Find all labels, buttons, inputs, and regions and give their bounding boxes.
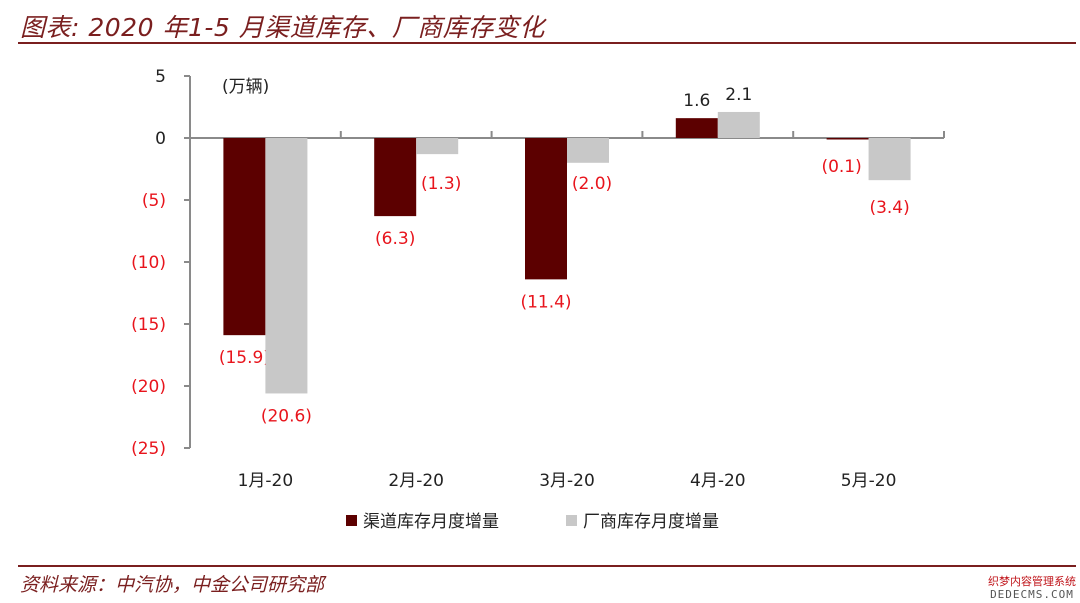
bar-channel [675, 118, 718, 138]
category-label: 5月-20 [841, 471, 897, 491]
bar-channel [374, 138, 417, 217]
unit-label: (万辆) [222, 77, 269, 97]
bar-maker [265, 138, 308, 394]
bar-maker [868, 138, 911, 181]
data-label: 1.6 [683, 91, 710, 111]
legend-swatch [566, 515, 577, 526]
legend-label: 渠道库存月度增量 [363, 512, 499, 532]
legend-label: 厂商库存月度增量 [583, 512, 719, 532]
data-label: (15.9) [219, 348, 270, 368]
source-note: 资料来源：中汽协，中金公司研究部 [20, 574, 325, 596]
category-label: 4月-20 [690, 471, 746, 491]
y-tick-label: (20) [131, 377, 166, 397]
category-label: 3月-20 [539, 471, 595, 491]
y-tick-label: (5) [142, 191, 166, 211]
data-label: (11.4) [520, 292, 571, 312]
legend-swatch [346, 515, 357, 526]
category-label: 1月-20 [238, 471, 294, 491]
y-tick-label: (10) [131, 253, 166, 273]
bar-channel [525, 138, 567, 280]
data-label: 2.1 [725, 85, 752, 105]
data-label: (2.0) [572, 174, 612, 194]
data-label: (6.3) [375, 229, 415, 249]
data-label: (1.3) [421, 174, 461, 194]
bar-maker [567, 138, 609, 163]
y-tick-label: (25) [131, 439, 166, 459]
bar-channel [826, 138, 869, 140]
bar-channel [223, 138, 266, 336]
chart-title: 图表: 2020 年1-5 月渠道库存、厂商库存变化 [20, 13, 545, 42]
y-tick-label: 0 [155, 129, 166, 149]
y-tick-label: (15) [131, 315, 166, 335]
title-rule [18, 42, 1076, 44]
data-label: (3.4) [869, 198, 909, 218]
data-label: (20.6) [261, 406, 312, 426]
bar-maker [416, 138, 459, 155]
y-tick-label: 5 [155, 67, 166, 87]
watermark: 织梦内容管理系统 DEDECMS.COM [988, 575, 1076, 601]
bar-chart: 5 0 (5) (10) (15) (20) (25) (万辆) (15.9) (20.6) 1月-… [131, 67, 945, 532]
data-label: (0.1) [821, 157, 861, 177]
category-label: 2月-20 [388, 471, 444, 491]
bar-maker [717, 111, 760, 138]
footer-rule [18, 565, 1076, 567]
watermark-en: DEDECMS.COM [990, 588, 1074, 601]
watermark-cn: 织梦内容管理系统 [988, 575, 1076, 588]
